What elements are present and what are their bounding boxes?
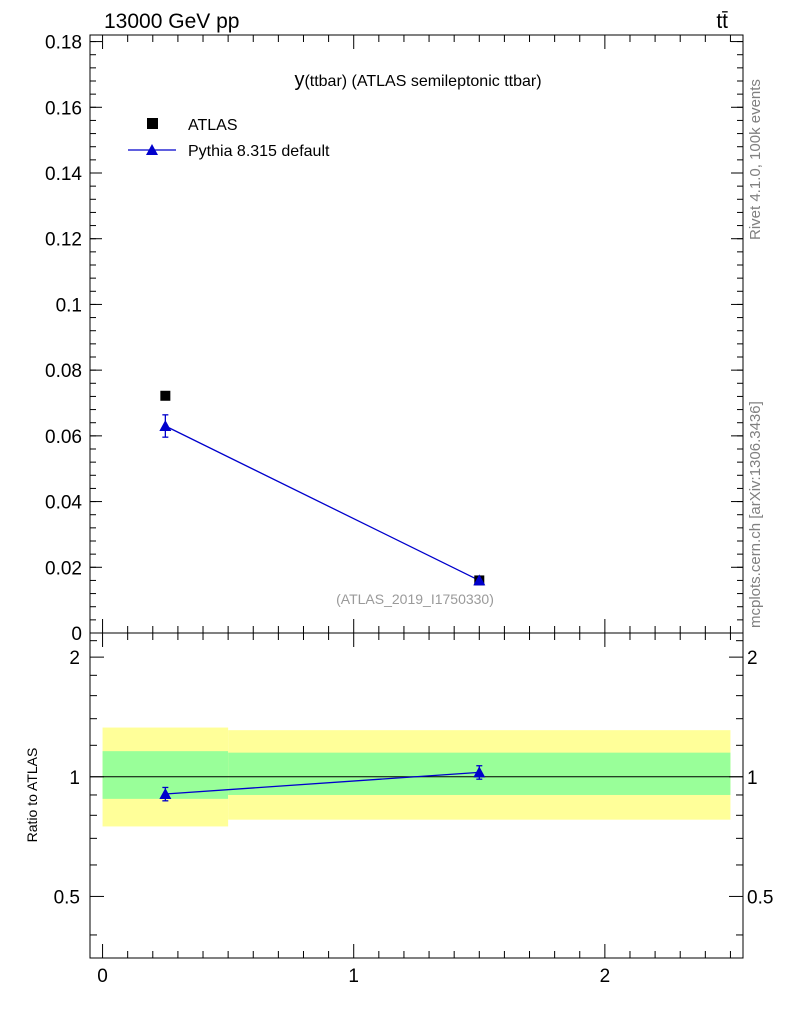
rivet-version-label: Rivet 4.1.0, 100k events	[747, 79, 764, 240]
ratio-data-marks	[159, 765, 486, 802]
main-y-tick-label: 0.08	[45, 361, 82, 382]
main-y-tick-label: 0.14	[45, 164, 82, 185]
ratio-pythia-point	[473, 766, 486, 778]
plot-title-rest: (ttbar) (ATLAS semileptonic ttbar)	[304, 73, 541, 90]
ratio-pythia-point	[159, 788, 172, 800]
main-data-marks	[159, 390, 486, 586]
legend-atlas-label: ATLAS	[188, 117, 238, 134]
mcplots-site-label: mcplots.cern.ch [arXiv:1306.3436]	[747, 401, 764, 628]
main-y-tick-label: 0.12	[45, 230, 82, 251]
x-tick-label: 1	[348, 966, 359, 987]
main-y-tick-label: 0.18	[45, 33, 82, 54]
process-label: tt̄	[716, 10, 728, 33]
atlas-point	[160, 390, 171, 401]
ratio-y-tick-label-right: 2	[747, 648, 758, 669]
energy-label: 13000 GeV pp	[104, 10, 239, 33]
ratio-y-tick-labels: 0.5 0.5 1 1 2 2	[54, 648, 774, 908]
main-plot-panel: 0 0.02 0.04 0.06 0.08 0.1 0.12 0.14 0.16 0.18 y(t…	[45, 33, 744, 645]
legend: ATLAS Pythia 8.315 default	[128, 117, 330, 160]
legend-pythia-marker	[146, 144, 158, 155]
x-tick-label: 0	[97, 966, 108, 987]
main-y-tick-label: 0.02	[45, 558, 82, 579]
pythia-point	[473, 574, 486, 586]
main-y-tick-label: 0.04	[45, 493, 82, 514]
main-y-tick-label: 0.06	[45, 427, 82, 448]
ratio-y-tick-label-right: 1	[747, 768, 758, 789]
main-y-tick-label: 0.16	[45, 98, 82, 119]
ratio-y-tick-label-left: 1	[69, 768, 80, 789]
ratio-plot-frame	[89, 632, 744, 959]
ratio-y-axis-label: Ratio to ATLAS	[24, 748, 40, 843]
main-y-tick-labels: 0 0.02 0.04 0.06 0.08 0.1 0.12 0.14 0.16 0.18	[45, 33, 82, 645]
main-y-tick-label: 0.1	[56, 295, 82, 316]
legend-atlas-marker	[147, 118, 158, 129]
x-tick-label: 2	[600, 966, 611, 987]
ratio-axis-ticks	[90, 633, 743, 958]
ratio-y-tick-label-left: 2	[69, 648, 80, 669]
analysis-id-label: (ATLAS_2019_I1750330)	[336, 591, 494, 607]
ratio-y-tick-label-right: 0.5	[747, 887, 773, 908]
plot-title: y(ttbar) (ATLAS semileptonic ttbar)	[294, 69, 541, 91]
ratio-y-tick-label-left: 0.5	[54, 887, 80, 908]
plot-title-main: y	[294, 69, 304, 91]
pythia-point	[159, 420, 172, 431]
ratio-plot-panel: 0.5 0.5 1 1 2 2 0 1 2 Ratio to ATLAS	[24, 632, 774, 987]
main-axis-ticks	[90, 35, 743, 634]
x-tick-labels: 0 1 2	[97, 966, 610, 987]
legend-pythia-label: Pythia 8.315 default	[188, 143, 330, 160]
main-y-tick-label: 0	[71, 624, 82, 645]
ratio-pythia-line	[165, 771, 480, 795]
pythia-series-line	[165, 425, 480, 582]
